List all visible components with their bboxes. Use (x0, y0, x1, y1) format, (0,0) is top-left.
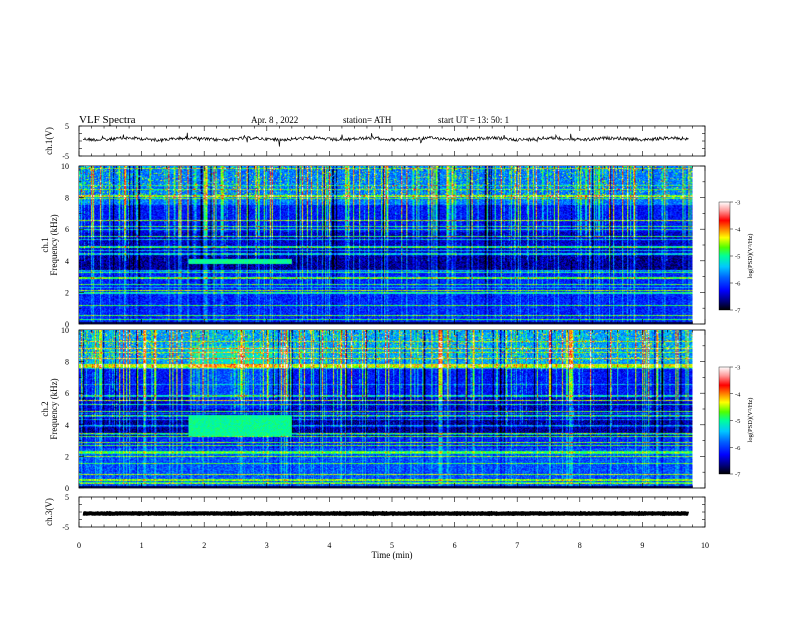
y-tick-label: 10 (61, 326, 69, 335)
colorbar-tick-label: -7 (735, 308, 741, 315)
x-tick-label: 8 (578, 541, 582, 550)
y-tick-label: 6 (65, 225, 69, 234)
y-tick-label: 0 (65, 484, 69, 493)
ch2-spectrogram-image (79, 330, 693, 488)
y-tick-label: 4 (65, 421, 69, 430)
colorbar-tick-label: -6 (735, 281, 741, 288)
date-label: Apr. 8 , 2022 (251, 115, 298, 125)
y-tick-label: 8 (65, 358, 69, 367)
y-tick-label: 2 (65, 288, 69, 297)
y-tick-label: 8 (65, 194, 69, 203)
y-tick-label: 5 (65, 122, 69, 131)
colorbar-tick-label: -4 (735, 227, 741, 234)
x-tick-label: 7 (515, 541, 519, 550)
station-label: station= ATH (343, 115, 392, 125)
ch1-colorbar (718, 201, 731, 311)
x-tick-label: 3 (265, 541, 269, 550)
colorbar-tick-label: -6 (735, 445, 741, 452)
y-tick-label: 2 (65, 452, 69, 461)
ch1-spectrogram-image (79, 166, 693, 324)
x-tick-label: 2 (202, 541, 206, 550)
ch2-spectrogram-ylabel-line2: Frequency (kHz) (49, 378, 59, 439)
ch3-waveform-ylabel: ch.3(V) (44, 498, 54, 526)
ch1-waveform-trace (83, 132, 689, 147)
figure-title: VLF Spectra (79, 114, 136, 126)
axis-ticks-group: 0 1 2 3 4 5 6 7 8 9 10 5 -5 5 -5 0 2 4 6 8 10 -3 -4 -5 -6 -7 0 2 4 6 8… (61, 122, 741, 550)
x-tick-label: 0 (77, 541, 81, 550)
x-tick-label: 5 (390, 541, 394, 550)
ch1-spectrogram-ylabel-line1: ch.1 (40, 237, 50, 252)
ch2-spectrogram-ylabel-line1: ch.2 (40, 401, 50, 416)
x-tick-label: 10 (701, 541, 709, 550)
y-tick-label: 10 (61, 162, 69, 171)
y-tick-label: 6 (65, 389, 69, 398)
ch1-colorbar-label: log(PSD)(V²/Hz) (747, 234, 754, 279)
colorbar-tick-label: -7 (735, 472, 741, 479)
ch1-spectrogram-ylabel-line2: Frequency (kHz) (49, 214, 59, 275)
colorbar-tick-label: -3 (735, 200, 740, 207)
ch3-waveform-trace (82, 510, 690, 517)
y-tick-label: -5 (62, 152, 69, 161)
colorbar-tick-label: -5 (735, 418, 740, 425)
x-tick-label: 6 (453, 541, 457, 550)
colorbar-tick-label: -4 (735, 391, 741, 398)
ch1-waveform-ylabel: ch.1(V) (44, 127, 54, 155)
start-ut-label: start UT = 13: 50: 1 (438, 115, 509, 125)
ch2-colorbar-label: log(PSD)(V²/Hz) (747, 398, 754, 443)
ch2-colorbar (718, 366, 731, 475)
y-tick-label: 4 (65, 257, 69, 266)
y-tick-label: 5 (65, 493, 69, 502)
y-tick-label: -5 (62, 523, 69, 532)
y-tick-label: 0 (65, 320, 69, 329)
colorbar-tick-label: -3 (735, 365, 740, 372)
x-tick-label: 4 (327, 541, 331, 550)
x-tick-label: 9 (640, 541, 644, 550)
x-axis-label: Time (min) (372, 550, 413, 560)
colorbar-tick-label: -5 (735, 254, 740, 261)
x-tick-label: 1 (140, 541, 144, 550)
